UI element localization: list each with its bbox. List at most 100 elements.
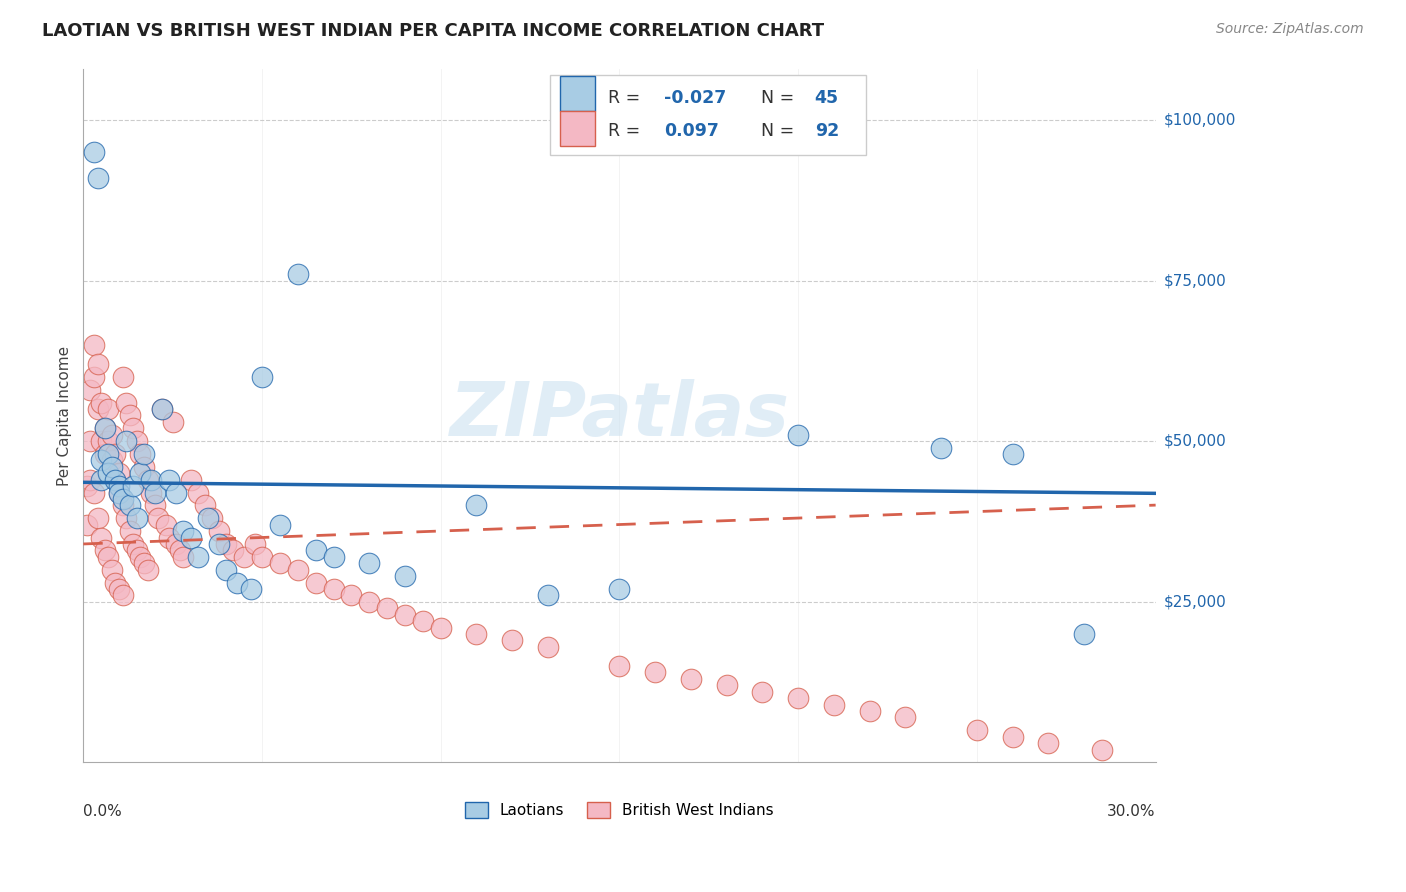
Point [155, 517, 177, 532]
Point [97, 467, 120, 481]
Point [79, 434, 101, 449]
Text: 0.097: 0.097 [665, 122, 720, 140]
Point [83, 485, 105, 500]
Text: $25,000: $25,000 [1164, 594, 1226, 609]
Point [122, 479, 145, 493]
Point [90, 473, 112, 487]
Point [132, 447, 155, 461]
Point [143, 485, 166, 500]
Point [115, 511, 138, 525]
Point [93, 543, 115, 558]
Point [104, 447, 127, 461]
Point [322, 582, 344, 596]
Point [122, 421, 145, 435]
Point [172, 524, 194, 538]
Y-axis label: Per Capita Income: Per Capita Income [58, 345, 72, 485]
Point [148, 511, 170, 525]
Point [716, 678, 738, 692]
Point [165, 485, 187, 500]
Point [644, 665, 666, 680]
Legend: Laotians, British West Indians: Laotians, British West Indians [458, 796, 780, 824]
Point [359, 595, 381, 609]
Point [304, 575, 326, 590]
Point [108, 582, 131, 596]
Point [1073, 627, 1095, 641]
Point [215, 537, 238, 551]
Point [118, 499, 141, 513]
Point [108, 479, 131, 493]
Point [143, 499, 166, 513]
Point [187, 549, 209, 564]
Point [394, 607, 416, 622]
Text: $50,000: $50,000 [1164, 434, 1226, 449]
Text: 45: 45 [814, 89, 839, 107]
Point [465, 499, 488, 513]
Point [208, 537, 231, 551]
Text: -0.027: -0.027 [665, 89, 727, 107]
Point [86, 511, 108, 525]
Point [1091, 742, 1114, 756]
FancyBboxPatch shape [550, 76, 866, 155]
Point [141, 473, 163, 487]
Point [501, 633, 523, 648]
Point [966, 723, 988, 738]
Point [751, 685, 773, 699]
Point [115, 395, 138, 409]
Point [83, 370, 105, 384]
Point [169, 543, 191, 558]
Point [83, 145, 105, 159]
Point [823, 698, 845, 712]
Point [375, 601, 398, 615]
Point [859, 704, 882, 718]
Text: Source: ZipAtlas.com: Source: ZipAtlas.com [1216, 22, 1364, 37]
Point [180, 473, 202, 487]
Text: N =: N = [761, 122, 800, 140]
Point [929, 441, 952, 455]
Point [125, 511, 148, 525]
Point [465, 627, 488, 641]
Point [162, 415, 184, 429]
Text: ZIPatlas: ZIPatlas [450, 379, 789, 452]
Point [132, 556, 155, 570]
Text: $100,000: $100,000 [1164, 112, 1236, 128]
Text: N =: N = [761, 89, 800, 107]
Point [111, 588, 134, 602]
Point [93, 447, 115, 461]
Point [340, 588, 363, 602]
Point [222, 543, 245, 558]
Text: 30.0%: 30.0% [1107, 804, 1156, 819]
Text: LAOTIAN VS BRITISH WEST INDIAN PER CAPITA INCOME CORRELATION CHART: LAOTIAN VS BRITISH WEST INDIAN PER CAPIT… [42, 22, 824, 40]
Point [108, 485, 131, 500]
Point [287, 267, 309, 281]
Text: R =: R = [607, 89, 645, 107]
Point [129, 549, 152, 564]
Point [537, 588, 560, 602]
Point [359, 556, 381, 570]
Point [1001, 730, 1024, 744]
Point [1038, 736, 1060, 750]
Point [233, 549, 256, 564]
Point [118, 524, 141, 538]
FancyBboxPatch shape [561, 111, 595, 145]
Point [787, 427, 810, 442]
Point [90, 453, 112, 467]
Point [104, 473, 127, 487]
Text: 0.0%: 0.0% [83, 804, 122, 819]
Point [609, 659, 631, 673]
Point [129, 447, 152, 461]
Point [90, 395, 112, 409]
Point [93, 421, 115, 435]
Point [150, 402, 173, 417]
Point [287, 563, 309, 577]
Point [118, 409, 141, 423]
Point [86, 357, 108, 371]
Point [79, 383, 101, 397]
Point [111, 491, 134, 506]
Point [90, 434, 112, 449]
Point [240, 582, 263, 596]
Point [136, 563, 159, 577]
Point [76, 517, 98, 532]
Point [97, 402, 120, 417]
Point [101, 427, 124, 442]
Point [226, 575, 249, 590]
